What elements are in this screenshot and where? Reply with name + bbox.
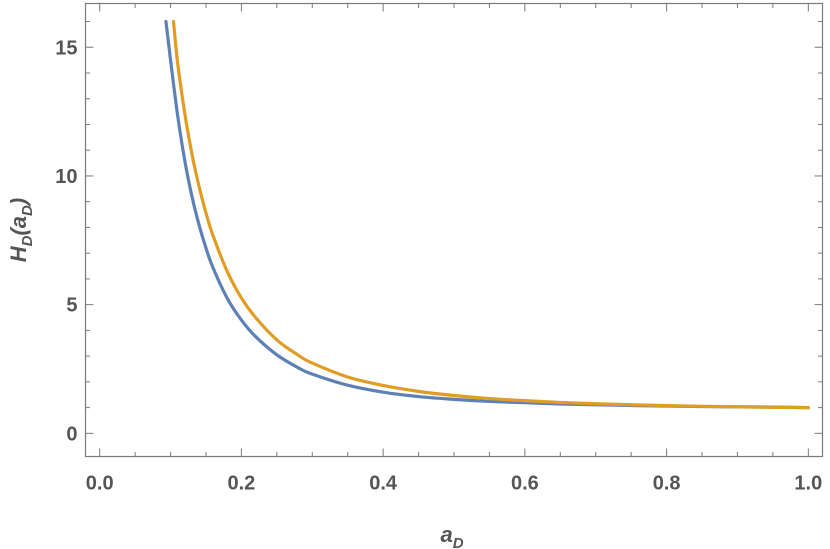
y-tick-label: 0 xyxy=(66,423,77,445)
x-axis-label-main: a xyxy=(440,522,452,547)
tick-labels: 0.0 0.2 0.4 0.6 0.8 1.0 0 5 10 15 xyxy=(55,37,822,494)
y-axis-label-open: ( xyxy=(6,226,31,236)
series-line-1 xyxy=(164,19,810,410)
y-axis-label-sub: D xyxy=(19,235,36,246)
y-axis-label-main: H xyxy=(6,245,31,262)
x-tick-label: 0.6 xyxy=(511,473,539,495)
x-axis-label: aD xyxy=(440,522,463,549)
y-axis-label-arg-sub: D xyxy=(19,205,36,216)
y-axis-label-arg: a xyxy=(6,216,31,228)
x-tick-label: 0.2 xyxy=(227,473,255,495)
y-tick-label: 5 xyxy=(66,295,77,317)
plot-frame xyxy=(84,2,824,458)
x-tick-label: 0.0 xyxy=(86,473,114,495)
axis-ticks xyxy=(85,3,823,457)
series-line-2 xyxy=(171,19,810,410)
x-tick-label: 1.0 xyxy=(794,473,822,495)
x-tick-label: 0.8 xyxy=(653,473,681,495)
y-tick-label: 10 xyxy=(55,166,77,188)
y-tick-label: 15 xyxy=(55,37,77,59)
x-axis-label-sub: D xyxy=(453,535,464,549)
y-axis-label: HD(aD) xyxy=(6,198,36,262)
y-axis-label-close: ) xyxy=(6,198,31,207)
series-layer xyxy=(164,19,810,410)
x-tick-label: 0.4 xyxy=(369,473,398,495)
